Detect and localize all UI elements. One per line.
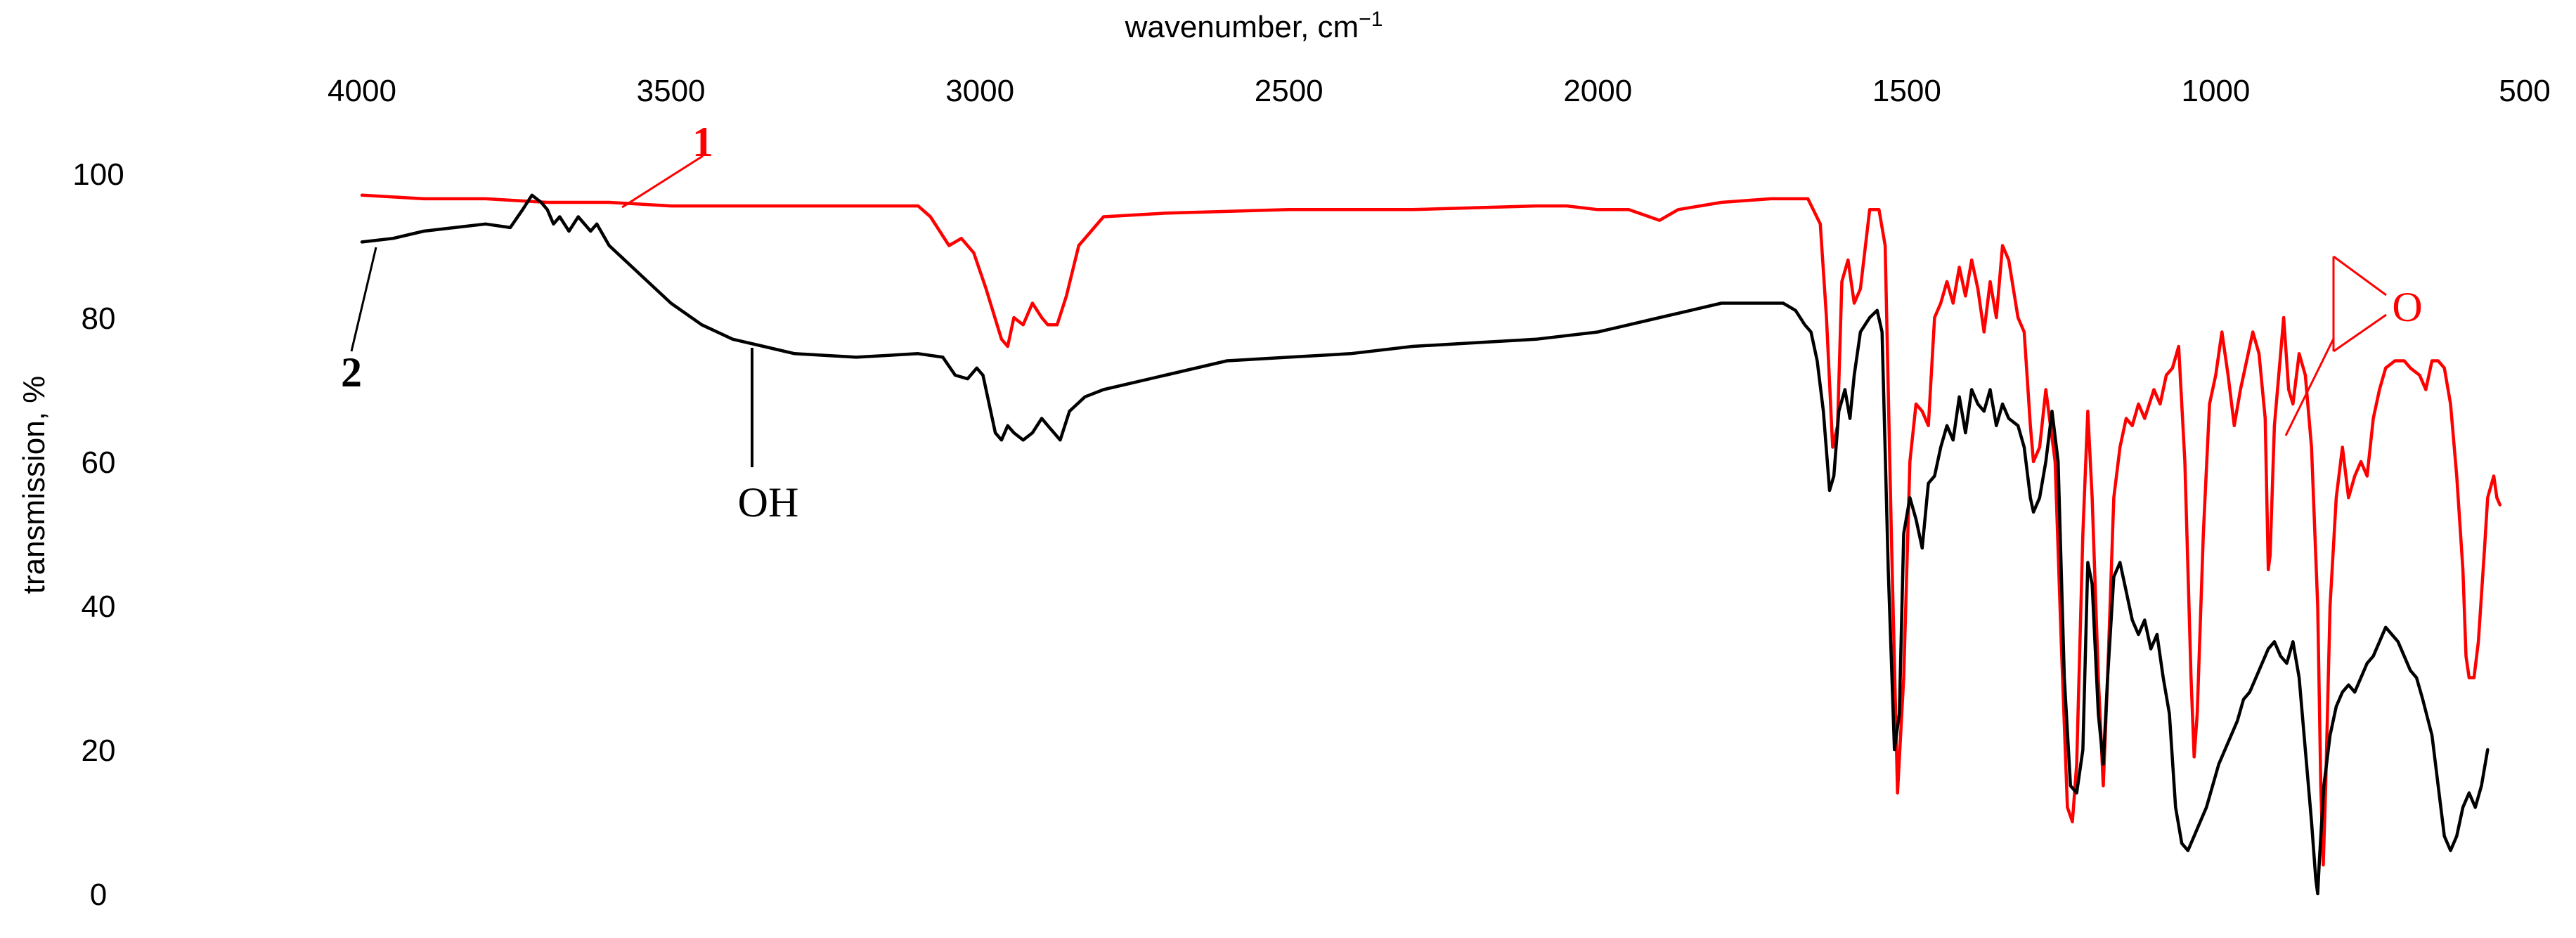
series-line-1 — [360, 193, 2502, 867]
x-tick-label: 1500 — [1872, 74, 1941, 108]
y-tick-label: 40 — [82, 589, 116, 624]
x-axis-title: wavenumber, cm−1 — [1125, 8, 1383, 44]
series-2-label: 2 — [341, 349, 362, 396]
y-tick-label: 100 — [72, 157, 124, 192]
epoxide-annotation: O — [2284, 255, 2423, 436]
y-tick-label: 80 — [82, 301, 116, 336]
epoxide-ring-bottom — [2333, 313, 2387, 353]
label-2-leader — [350, 247, 377, 352]
x-tick-label: 1000 — [2181, 74, 2250, 108]
oh-annotation: OH — [738, 479, 799, 526]
y-axis-title: transmission, % — [17, 376, 51, 594]
series-group — [360, 193, 2502, 896]
x-tick-label: 4000 — [328, 74, 396, 108]
x-tick-label: 2000 — [1563, 74, 1632, 108]
series-line-2 — [360, 193, 2490, 896]
series-1-label: 1 — [692, 119, 713, 165]
label-1-leader — [621, 155, 704, 209]
x-axis-title-superscript: −1 — [1359, 8, 1383, 31]
x-tick-label: 3500 — [637, 74, 706, 108]
x-tick-label: 500 — [2499, 74, 2550, 108]
x-tick-label: 3000 — [945, 74, 1014, 108]
x-tick-labels: 4000 3500 3000 2500 2000 1500 1000 500 — [328, 74, 2551, 108]
y-tick-label: 60 — [82, 445, 116, 480]
y-tick-labels: 0 20 40 60 80 100 — [72, 157, 124, 912]
y-tick-label: 20 — [82, 734, 116, 768]
epoxide-leader — [2284, 338, 2335, 436]
epoxide-ring-top — [2333, 255, 2387, 297]
y-tick-label: 0 — [90, 878, 107, 912]
x-tick-label: 2500 — [1255, 74, 1323, 108]
epoxide-o-label: O — [2392, 284, 2422, 330]
